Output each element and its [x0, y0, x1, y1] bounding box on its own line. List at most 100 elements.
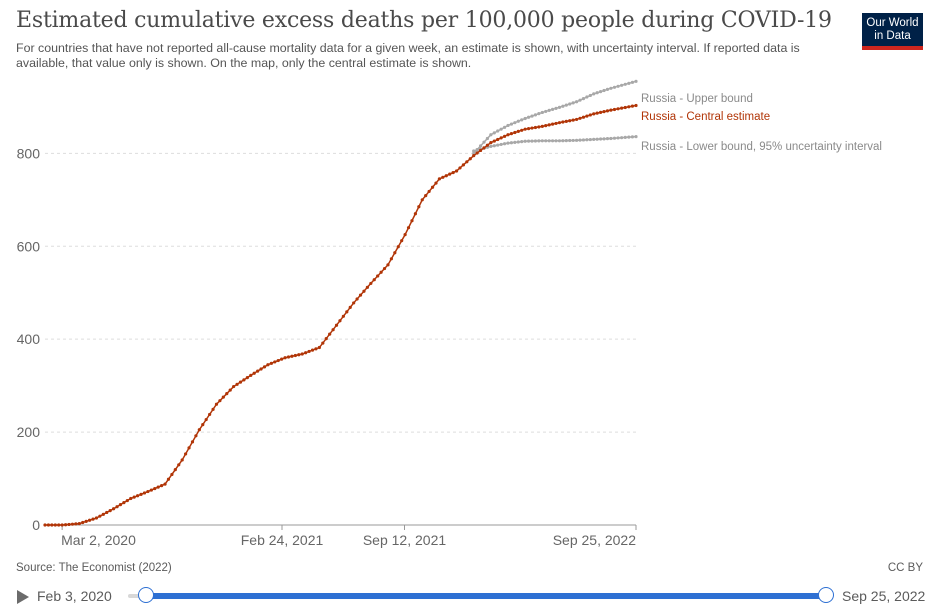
logo-line-2: in Data: [874, 29, 911, 42]
data-point: [509, 132, 514, 136]
data-point: [578, 138, 582, 142]
data-point: [365, 285, 369, 289]
data-point: [506, 133, 510, 137]
data-point: [571, 118, 575, 122]
data-point: [554, 106, 558, 110]
data-point: [602, 88, 606, 93]
data-point: [218, 399, 222, 403]
timeline-selected-range[interactable]: [146, 593, 826, 599]
data-point: [441, 175, 445, 179]
data-point: [180, 458, 184, 462]
series-label[interactable]: Russia - Upper bound: [641, 93, 753, 105]
data-point: [430, 185, 435, 189]
data-point: [523, 116, 527, 121]
data-point: [627, 81, 631, 85]
data-point: [211, 407, 215, 411]
series-label[interactable]: Russia - Central estimate: [641, 111, 770, 123]
data-point: [509, 141, 514, 145]
data-point: [485, 143, 490, 147]
data-point: [492, 131, 496, 135]
data-point: [561, 104, 565, 108]
data-point: [187, 446, 191, 450]
series-line[interactable]: [473, 135, 637, 152]
data-point: [389, 257, 393, 261]
data-point: [520, 128, 524, 132]
data-point: [605, 109, 610, 113]
data-point: [588, 93, 592, 98]
data-point: [427, 189, 431, 194]
data-point: [585, 114, 589, 118]
data-point: [599, 110, 603, 114]
data-point: [564, 119, 568, 123]
data-point: [540, 110, 544, 115]
play-icon[interactable]: [17, 590, 29, 604]
data-point: [324, 337, 328, 341]
source-note[interactable]: Source: The Economist (2022): [16, 562, 172, 574]
data-point: [286, 355, 291, 359]
data-point: [605, 137, 610, 141]
data-point: [595, 91, 599, 95]
data-point: [609, 108, 613, 112]
data-point: [544, 109, 548, 114]
data-point: [369, 281, 373, 286]
data-point: [533, 125, 538, 130]
x-tick-label: Mar 2, 2020: [61, 532, 136, 548]
data-point: [242, 378, 246, 382]
data-point: [153, 486, 157, 491]
owid-logo[interactable]: Our World in Data: [862, 13, 923, 50]
data-point: [105, 510, 109, 515]
data-point: [300, 352, 304, 356]
data-point: [571, 138, 575, 143]
line-chart[interactable]: 0 200 400 600 800 Mar 2, 2020 Feb 24, 2021 Sep…: [0, 0, 933, 560]
data-point: [502, 134, 507, 138]
data-point: [98, 514, 102, 518]
timeline[interactable]: Feb 3, 2020 Sep 25, 2022: [0, 582, 933, 610]
data-point: [400, 239, 404, 243]
data-point: [557, 121, 562, 125]
data-point: [362, 289, 366, 293]
data-point: [60, 523, 64, 527]
data-point: [509, 122, 514, 126]
timeline-start-handle[interactable]: [138, 587, 154, 603]
data-point: [627, 135, 631, 139]
data-point: [630, 80, 635, 84]
data-point: [595, 111, 599, 115]
data-point: [499, 142, 503, 147]
data-point: [574, 138, 579, 142]
data-point: [410, 219, 414, 223]
data-point: [530, 126, 534, 130]
data-point: [557, 105, 562, 109]
series-line[interactable]: [473, 80, 637, 154]
data-point: [341, 314, 345, 318]
data-point: [70, 522, 75, 526]
data-point: [413, 212, 418, 216]
timeline-end-label: Sep 25, 2022: [842, 588, 926, 604]
data-point: [67, 522, 71, 527]
timeline-start-label: Feb 3, 2020: [37, 588, 112, 604]
data-point: [276, 358, 280, 363]
data-point: [214, 402, 219, 406]
data-point: [616, 84, 620, 88]
data-point: [530, 139, 534, 143]
timeline-end-handle[interactable]: [818, 587, 834, 603]
license-link[interactable]: CC BY: [887, 562, 923, 574]
data-point: [492, 139, 496, 143]
data-point: [238, 380, 243, 384]
series-label[interactable]: Russia - Lower bound, 95% uncertainty in…: [641, 141, 882, 153]
series-line[interactable]: [45, 104, 637, 526]
data-point: [293, 353, 297, 358]
data-point: [478, 144, 483, 148]
data-point: [571, 101, 575, 105]
data-point: [612, 85, 617, 89]
series-lines: [43, 79, 638, 527]
data-point: [417, 205, 421, 209]
data-point: [125, 498, 129, 503]
data-point: [557, 139, 562, 143]
data-point: [46, 523, 51, 527]
data-point: [458, 166, 462, 170]
data-point: [499, 136, 503, 140]
data-point: [53, 523, 57, 527]
data-point: [94, 516, 99, 520]
data-point: [520, 140, 524, 144]
data-point: [540, 124, 544, 128]
